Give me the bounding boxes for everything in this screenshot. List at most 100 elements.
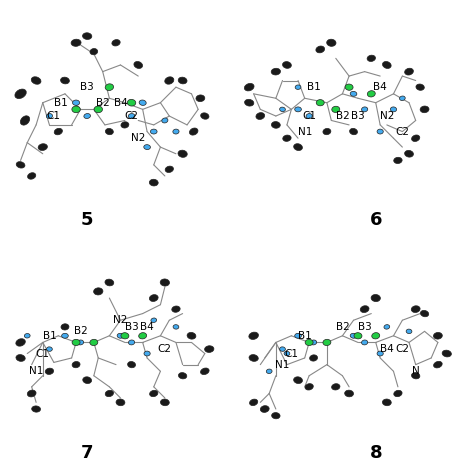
Ellipse shape	[173, 129, 179, 134]
Text: B3: B3	[358, 322, 372, 332]
Text: N1: N1	[275, 360, 290, 370]
Ellipse shape	[420, 310, 428, 317]
Ellipse shape	[280, 107, 285, 111]
Ellipse shape	[205, 346, 214, 353]
Ellipse shape	[372, 333, 380, 339]
Ellipse shape	[271, 68, 281, 75]
Ellipse shape	[83, 377, 91, 383]
Ellipse shape	[434, 361, 442, 368]
Ellipse shape	[345, 84, 353, 90]
Ellipse shape	[360, 306, 369, 312]
Ellipse shape	[310, 340, 317, 345]
Ellipse shape	[150, 390, 158, 397]
Ellipse shape	[280, 347, 285, 351]
Ellipse shape	[31, 77, 41, 84]
Ellipse shape	[371, 294, 381, 301]
Text: N2: N2	[113, 315, 128, 325]
Text: C1: C1	[284, 348, 298, 358]
Ellipse shape	[27, 173, 36, 179]
Text: N1: N1	[298, 127, 312, 137]
Ellipse shape	[24, 334, 30, 338]
Ellipse shape	[293, 377, 302, 383]
Text: B1: B1	[54, 98, 67, 108]
Ellipse shape	[405, 150, 413, 157]
Text: B3: B3	[80, 82, 94, 92]
Ellipse shape	[178, 373, 187, 379]
Ellipse shape	[294, 144, 302, 151]
Ellipse shape	[172, 306, 180, 312]
Ellipse shape	[178, 77, 187, 84]
Ellipse shape	[405, 68, 413, 75]
Ellipse shape	[116, 399, 125, 406]
Ellipse shape	[128, 362, 136, 368]
Ellipse shape	[272, 121, 280, 128]
Ellipse shape	[105, 390, 113, 397]
Ellipse shape	[38, 144, 47, 150]
Text: C2: C2	[395, 127, 410, 137]
Ellipse shape	[150, 129, 157, 134]
Ellipse shape	[295, 85, 301, 90]
Text: B2: B2	[96, 98, 109, 108]
Ellipse shape	[367, 55, 375, 62]
Ellipse shape	[112, 40, 120, 46]
Ellipse shape	[46, 347, 52, 351]
Ellipse shape	[323, 339, 331, 346]
Ellipse shape	[72, 106, 80, 113]
Ellipse shape	[327, 39, 336, 46]
Ellipse shape	[332, 106, 340, 112]
Ellipse shape	[383, 399, 391, 406]
Text: B4: B4	[374, 82, 387, 92]
Ellipse shape	[249, 399, 258, 406]
Text: 5: 5	[81, 211, 93, 229]
Ellipse shape	[93, 288, 103, 295]
Text: B2: B2	[336, 111, 349, 121]
Ellipse shape	[72, 339, 80, 346]
Ellipse shape	[305, 383, 313, 390]
Text: B2: B2	[73, 326, 87, 337]
Ellipse shape	[406, 329, 412, 334]
Ellipse shape	[90, 48, 98, 55]
Text: C2: C2	[125, 111, 138, 121]
Ellipse shape	[362, 340, 368, 345]
Ellipse shape	[245, 100, 254, 106]
Text: C2: C2	[158, 344, 172, 354]
Text: B2: B2	[336, 322, 349, 332]
Ellipse shape	[165, 166, 173, 173]
Text: 8: 8	[369, 445, 382, 463]
Text: N2: N2	[380, 111, 394, 121]
Ellipse shape	[61, 77, 69, 84]
Ellipse shape	[272, 412, 280, 419]
Ellipse shape	[283, 62, 292, 68]
Ellipse shape	[411, 135, 420, 141]
Text: B1: B1	[307, 82, 320, 92]
Ellipse shape	[256, 113, 264, 119]
Ellipse shape	[332, 383, 340, 390]
Ellipse shape	[45, 368, 54, 374]
Text: C2: C2	[395, 344, 410, 354]
Text: C1: C1	[47, 111, 61, 121]
Ellipse shape	[377, 351, 383, 356]
Ellipse shape	[77, 340, 83, 345]
Text: B4: B4	[380, 344, 394, 354]
Text: B4: B4	[114, 98, 128, 108]
Ellipse shape	[15, 89, 26, 99]
Ellipse shape	[266, 369, 272, 374]
Ellipse shape	[82, 33, 92, 39]
Text: N: N	[412, 366, 419, 376]
Ellipse shape	[94, 106, 102, 113]
Ellipse shape	[350, 91, 357, 96]
Ellipse shape	[134, 62, 143, 68]
Ellipse shape	[16, 355, 25, 361]
Text: C1: C1	[36, 348, 50, 358]
Ellipse shape	[128, 114, 135, 118]
Ellipse shape	[400, 96, 405, 100]
Text: 6: 6	[369, 211, 382, 229]
Ellipse shape	[420, 106, 429, 113]
Ellipse shape	[121, 333, 129, 339]
Ellipse shape	[90, 339, 98, 346]
Ellipse shape	[149, 179, 158, 186]
Ellipse shape	[196, 95, 205, 101]
Ellipse shape	[54, 128, 63, 135]
Text: N2: N2	[131, 133, 146, 143]
Text: B1: B1	[43, 331, 56, 341]
